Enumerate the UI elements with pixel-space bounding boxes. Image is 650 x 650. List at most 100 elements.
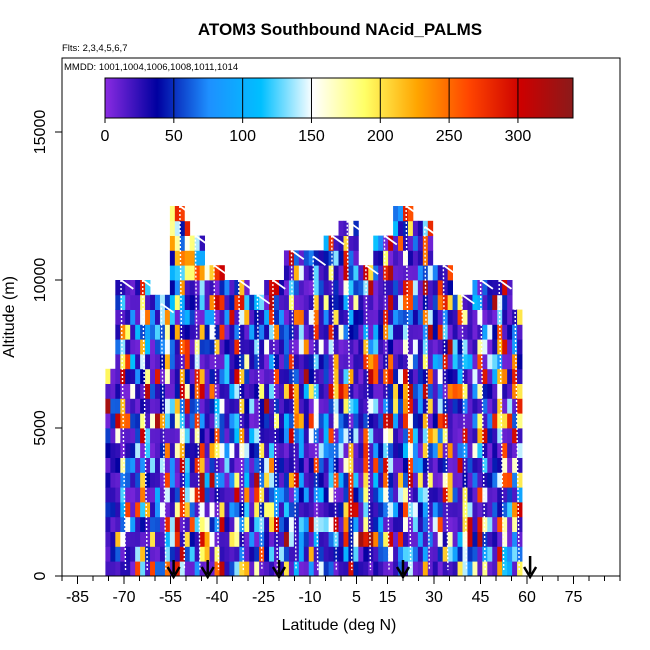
heatmap-cell <box>452 398 458 414</box>
heatmap-cell <box>333 368 339 384</box>
heatmap-cell <box>229 457 235 473</box>
heatmap-cell <box>130 531 136 547</box>
heatmap-cell <box>328 354 334 370</box>
heatmap-cell <box>120 428 126 444</box>
heatmap-cell <box>303 442 310 458</box>
heatmap-cell <box>209 442 215 458</box>
heatmap-cell <box>388 368 394 384</box>
heatmap-cell <box>150 531 156 547</box>
heatmap-cell <box>393 516 399 532</box>
heatmap-cell <box>115 398 121 414</box>
profile-descent-line <box>141 279 148 571</box>
heatmap-cell <box>140 502 146 518</box>
heatmap-cell <box>125 413 131 429</box>
heatmap-cell <box>363 472 369 488</box>
heatmap-cell <box>412 383 419 399</box>
heatmap-cell <box>393 294 399 310</box>
heatmap-cell <box>264 531 270 547</box>
heatmap-cell <box>368 368 374 384</box>
heatmap-cell <box>477 280 483 296</box>
heatmap-cell <box>189 457 196 473</box>
heatmap-cell <box>120 561 126 576</box>
heatmap-cell <box>412 354 419 370</box>
heatmap-cell <box>125 546 131 562</box>
heatmap-cell <box>343 472 349 488</box>
heatmap-cell <box>264 339 270 355</box>
heatmap-cell <box>244 383 250 399</box>
heatmap-cell <box>512 516 518 532</box>
heatmap-cell <box>219 324 225 340</box>
heatmap-cell <box>462 294 468 310</box>
heatmap-cell <box>298 294 305 310</box>
heatmap-cell <box>274 428 280 444</box>
heatmap-cell <box>383 428 389 444</box>
heatmap-cell <box>417 324 424 340</box>
heatmap-cell <box>204 487 210 503</box>
heatmap-cell <box>383 561 389 576</box>
heatmap-cell <box>293 457 300 473</box>
heatmap-cell <box>140 280 146 296</box>
heatmap-cell <box>274 531 280 547</box>
heatmap-cell <box>249 339 255 355</box>
heatmap-cell <box>204 265 210 281</box>
heatmap-cell <box>209 516 215 532</box>
heatmap-cell <box>383 235 389 251</box>
heatmap-cell <box>437 309 444 325</box>
heatmap-cell <box>442 413 449 429</box>
heatmap-cell <box>249 457 255 473</box>
heatmap-cell <box>125 280 131 296</box>
heatmap-cell <box>204 428 210 444</box>
heatmap-cell <box>164 546 171 562</box>
heatmap-cell <box>194 398 201 414</box>
heatmap-cell <box>209 324 215 340</box>
heatmap-cell <box>145 309 151 325</box>
heatmap-cell <box>477 442 483 458</box>
heatmap-cell <box>378 265 384 281</box>
heatmap-cell <box>159 531 166 547</box>
heatmap-cell <box>403 324 409 340</box>
heatmap-cell <box>298 546 305 562</box>
profile-descent-line <box>120 279 127 571</box>
heatmap-cell <box>472 502 478 518</box>
heatmap-cell <box>184 398 191 414</box>
heatmap-cell <box>209 531 215 547</box>
heatmap-cell <box>393 339 399 355</box>
profile-descent-line <box>213 265 220 571</box>
heatmap-cell <box>422 487 429 503</box>
heatmap-cell <box>219 442 225 458</box>
heatmap-cell <box>323 561 329 576</box>
heatmap-cell <box>323 487 329 503</box>
heatmap-cell <box>472 531 478 547</box>
heatmap-cell <box>378 428 384 444</box>
heatmap-cell <box>130 442 136 458</box>
heatmap-cell <box>422 546 429 562</box>
heatmap-cell <box>368 339 374 355</box>
heatmap-cell <box>517 309 523 325</box>
heatmap-cell <box>502 487 508 503</box>
heatmap-cell <box>497 413 503 429</box>
heatmap-cell <box>492 368 498 384</box>
heatmap-cell <box>353 220 359 236</box>
heatmap-cell <box>199 457 205 473</box>
heatmap-cell <box>427 250 434 266</box>
heatmap-cell <box>477 294 483 310</box>
heatmap-cell <box>254 309 260 325</box>
heatmap-cell <box>338 280 344 296</box>
heatmap-cell <box>283 502 290 518</box>
heatmap-cell <box>457 487 463 503</box>
heatmap-cell <box>130 294 136 310</box>
heatmap-cell <box>328 472 334 488</box>
heatmap-cell <box>502 280 508 296</box>
heatmap-cell <box>105 442 111 458</box>
heatmap-cell <box>378 324 384 340</box>
heatmap-cell <box>234 531 240 547</box>
heatmap-cell <box>303 383 310 399</box>
heatmap-cell <box>412 235 419 251</box>
heatmap-cell <box>378 383 384 399</box>
heatmap-cell <box>120 531 126 547</box>
heatmap-cell <box>125 324 131 340</box>
heatmap-cell <box>427 324 434 340</box>
heatmap-cell <box>318 339 325 355</box>
heatmap-cell <box>293 368 300 384</box>
heatmap-cell <box>115 280 121 296</box>
